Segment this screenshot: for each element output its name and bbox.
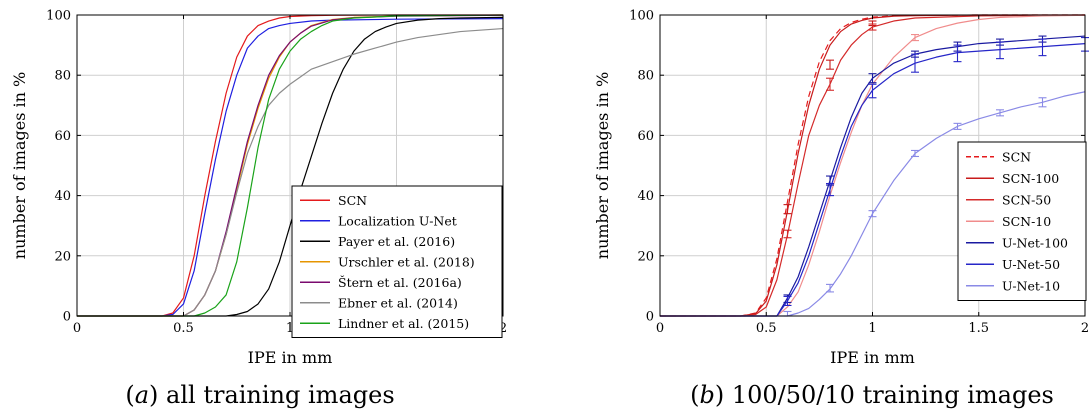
error-bar bbox=[911, 149, 919, 158]
legend-label: Localization U-Net bbox=[338, 213, 457, 228]
error-bar bbox=[868, 73, 877, 84]
y-tick-label: 100 bbox=[629, 9, 654, 24]
series-line-4 bbox=[660, 35, 1086, 317]
error-bar bbox=[953, 122, 962, 130]
legend-label: U-Net-100 bbox=[1002, 235, 1068, 250]
legend-label: Payer et al. (2016) bbox=[338, 234, 455, 249]
series-lines bbox=[77, 14, 504, 317]
error-bar bbox=[868, 23, 877, 31]
y-tick-label: 80 bbox=[637, 69, 654, 84]
y-tick-label: 40 bbox=[54, 189, 71, 204]
series-line-6 bbox=[660, 91, 1086, 317]
y-tick-label: 80 bbox=[54, 69, 71, 84]
y-tick-label: 100 bbox=[46, 9, 71, 24]
legend-label: Lindner et al. (2015) bbox=[338, 316, 469, 331]
error-bar bbox=[868, 83, 877, 99]
legend-label: SCN bbox=[338, 193, 367, 208]
legend-label: Štern et al. (2016a) bbox=[338, 274, 462, 290]
error-bar bbox=[1038, 38, 1047, 57]
legend: SCN Localization U-Net Payer et al. (2016)… bbox=[291, 185, 503, 338]
legend-label: U-Net-50 bbox=[1002, 257, 1060, 272]
error-bar bbox=[953, 44, 962, 63]
series-line-5 bbox=[77, 27, 504, 317]
x-tick-label: 1.5 bbox=[968, 321, 989, 336]
series-line-0 bbox=[77, 14, 503, 317]
y-axis-label: number of images in % bbox=[10, 72, 29, 259]
error-bar bbox=[826, 59, 834, 70]
x-tick-label: 0 bbox=[73, 321, 81, 336]
error-bar bbox=[911, 53, 919, 73]
y-tick-label: 20 bbox=[54, 249, 71, 264]
panel-caption: (a) all training images bbox=[125, 381, 394, 409]
error-bar bbox=[868, 210, 877, 218]
series-line-2 bbox=[77, 16, 504, 317]
legend-label: SCN-100 bbox=[1002, 171, 1059, 186]
caption-text: all training images bbox=[166, 381, 395, 409]
series-line-1 bbox=[660, 14, 1085, 317]
legend-label: SCN-50 bbox=[1002, 192, 1051, 207]
y-tick-label: 60 bbox=[54, 129, 71, 144]
legend-label: Ebner et al. (2014) bbox=[338, 295, 458, 310]
error-bar bbox=[826, 77, 834, 91]
caption-letter: a bbox=[135, 381, 149, 409]
x-tick-label: 2 bbox=[1081, 321, 1089, 336]
y-tick-label: 0 bbox=[63, 310, 71, 325]
y-tick-label: 60 bbox=[637, 129, 654, 144]
caption-letter: b bbox=[700, 381, 715, 409]
legend: SCN SCN-100 SCN-50 SCN-10 U-Net-100 U-Net-50 U… bbox=[957, 141, 1087, 301]
error-bar bbox=[996, 109, 1004, 117]
x-tick-label: 0 bbox=[656, 321, 664, 336]
series-line-1 bbox=[77, 18, 504, 317]
x-tick-label: 2 bbox=[499, 321, 507, 336]
error-bar bbox=[996, 41, 1004, 60]
x-tick-label: 1 bbox=[868, 321, 876, 336]
series-line-2 bbox=[660, 14, 1086, 317]
y-axis-label: number of images in % bbox=[593, 72, 612, 259]
error-bar bbox=[783, 204, 792, 215]
error-bar bbox=[783, 229, 792, 239]
caption-text: 100/50/10 training images bbox=[732, 381, 1054, 409]
error-bar bbox=[826, 183, 834, 197]
x-tick-label: 0.5 bbox=[173, 321, 194, 336]
error-bar bbox=[826, 283, 834, 293]
grid-lines bbox=[77, 15, 503, 316]
error-bar bbox=[783, 295, 792, 307]
legend-label: SCN bbox=[1002, 149, 1031, 164]
error-bar bbox=[1038, 97, 1047, 108]
x-axis-label: IPE in mm bbox=[830, 348, 915, 367]
legend-label: U-Net-10 bbox=[1002, 278, 1060, 293]
x-axis-label: IPE in mm bbox=[248, 348, 333, 367]
y-tick-label: 40 bbox=[637, 189, 654, 204]
panel-caption: (b) 100/50/10 training images bbox=[690, 381, 1054, 409]
x-tick-label: 0.5 bbox=[756, 321, 777, 336]
legend-label: SCN-10 bbox=[1002, 214, 1051, 229]
error-bar bbox=[911, 34, 919, 42]
y-tick-label: 0 bbox=[646, 310, 654, 325]
x-tick-label: 1 bbox=[286, 321, 294, 336]
series-line-6 bbox=[77, 14, 504, 317]
series-line-5 bbox=[660, 42, 1086, 317]
legend-label: Urschler et al. (2018) bbox=[338, 254, 475, 269]
y-tick-label: 20 bbox=[637, 249, 654, 264]
